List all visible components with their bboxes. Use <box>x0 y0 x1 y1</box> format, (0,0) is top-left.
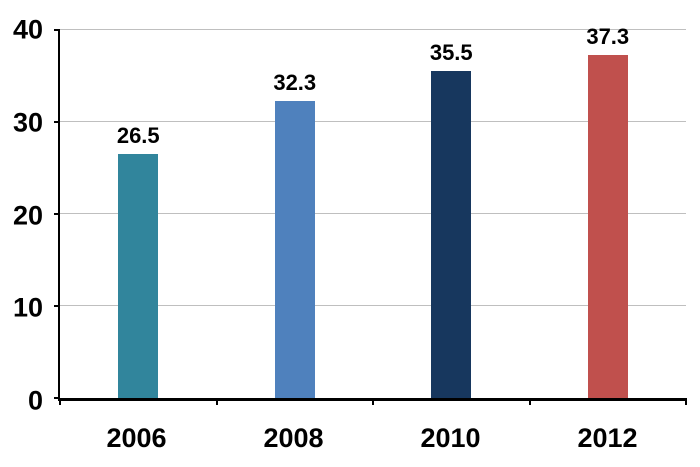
x-axis-tick-mark <box>59 398 61 405</box>
y-axis-tick-mark <box>54 397 60 399</box>
gridline <box>60 121 686 122</box>
gridline <box>60 305 686 306</box>
bar-slot-2012: 37.3 <box>530 25 687 398</box>
x-axis-category-label: 2010 <box>420 423 481 453</box>
bars-container: 26.5 32.3 35.5 37.3 <box>60 25 687 398</box>
x-axis-tick-mark <box>372 398 374 405</box>
bar-value-label: 26.5 <box>116 123 160 149</box>
x-axis-category-label: 2006 <box>106 423 167 453</box>
bar-value-label: 32.3 <box>273 69 317 95</box>
y-axis-tick-mark <box>54 213 60 215</box>
bar-slot-2010: 35.5 <box>373 30 530 398</box>
x-axis-tick-mark <box>528 398 531 405</box>
bar-2006 <box>118 154 159 398</box>
y-axis-tick-label: 30 <box>12 107 43 138</box>
y-axis-tick-label: 40 <box>12 14 43 45</box>
y-axis-tick-mark <box>54 121 60 123</box>
bar-2012 <box>587 54 628 398</box>
plot-area: 26.5 32.3 35.5 37.3 <box>54 25 687 405</box>
x-axis: 2006 2008 2010 2012 <box>58 421 686 455</box>
x-axis-tick-mark <box>685 398 687 405</box>
x-axis-category-label: 2008 <box>263 423 324 453</box>
bar-2008 <box>274 100 315 398</box>
x-axis-tick-mark <box>215 398 218 405</box>
y-axis-tick-mark <box>54 29 60 31</box>
y-axis: 40 30 20 10 0 <box>0 16 56 414</box>
x-axis-category-label: 2012 <box>577 423 638 453</box>
bar-value-label: 37.3 <box>586 23 630 49</box>
y-axis-tick-label: 10 <box>12 292 43 323</box>
gridline <box>60 213 686 214</box>
bar-value-label: 35.5 <box>429 40 473 66</box>
y-axis-tick-label: 0 <box>27 385 43 416</box>
bar-slot-2008: 32.3 <box>217 30 374 398</box>
bar-2010 <box>431 71 472 398</box>
gridline <box>60 29 686 30</box>
bar-slot-2006: 26.5 <box>60 30 217 398</box>
y-axis-tick-label: 20 <box>12 200 43 230</box>
y-axis-tick-mark <box>54 305 60 307</box>
